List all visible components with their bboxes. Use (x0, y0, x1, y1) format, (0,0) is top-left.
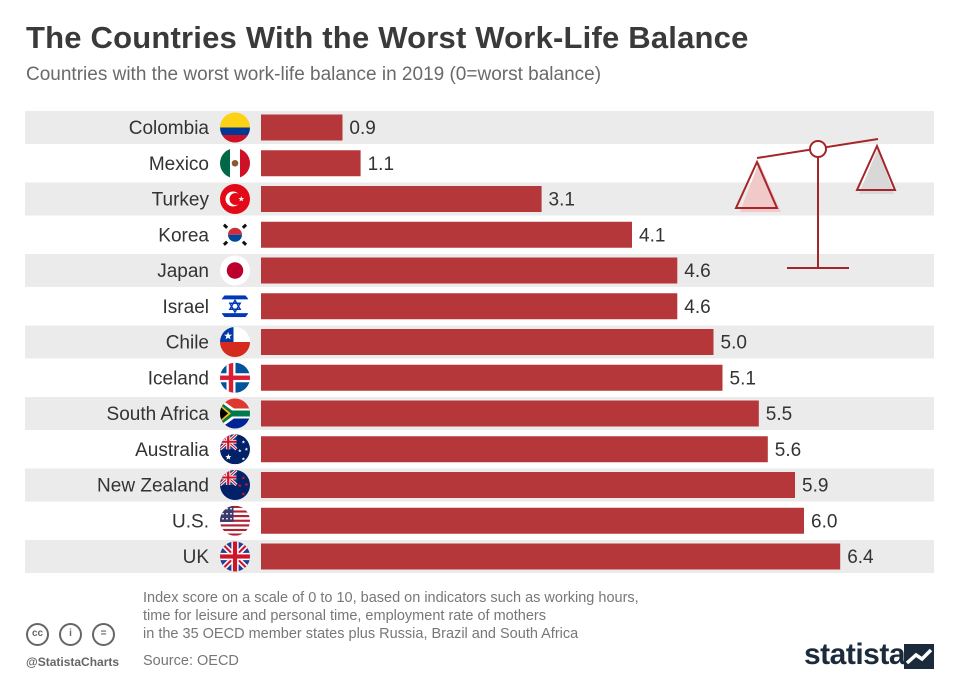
turkey-flag-icon (220, 184, 250, 214)
category-labels: Colombia Mexico Turkey Korea Japan Israel Chil… (97, 118, 209, 568)
bar-japan (261, 257, 678, 284)
footnote-line: in the 35 OECD member states plus Russia… (143, 626, 579, 642)
category-label: Colombia (129, 118, 210, 139)
bar-mexico (261, 150, 361, 177)
bar-israel (261, 293, 678, 320)
japan-flag-icon (220, 255, 250, 286)
scale-icon (734, 138, 897, 269)
statista-logo-icon (904, 644, 934, 669)
by-icon: i (59, 623, 82, 646)
bars (261, 114, 841, 570)
australia-flag-icon (220, 434, 250, 465)
category-label: Israel (163, 297, 209, 318)
value-label: 4.6 (684, 297, 710, 318)
footnote: Index score on a scale of 0 to 10, based… (143, 589, 763, 643)
bar-uk (261, 543, 841, 570)
statista-logo: statista (804, 638, 906, 671)
value-label: 6.0 (811, 511, 837, 532)
source-text: Source: OECD (143, 653, 239, 669)
cc-icon: cc (26, 623, 49, 646)
value-labels: 0.9 1.1 3.1 4.1 4.6 4.6 5.0 5.1 5.5 5.65.9 6.0 6.4 (349, 118, 874, 568)
value-label: 0.9 (349, 118, 375, 139)
colombia-flag-icon (220, 112, 250, 143)
category-label: Australia (135, 440, 209, 461)
value-label: 1.1 (368, 154, 394, 175)
category-label: Turkey (152, 190, 210, 211)
value-label: 5.6 (775, 440, 801, 461)
value-label: 5.9 (802, 476, 828, 497)
value-label: 6.4 (847, 547, 874, 568)
category-label: Mexico (149, 154, 209, 175)
iceland-flag-icon (220, 362, 250, 393)
chile-flag-icon (220, 327, 250, 357)
chart-subtitle: Countries with the worst work-life balan… (26, 64, 602, 85)
bar-new-zealand (261, 472, 795, 498)
bar-turkey (261, 186, 542, 212)
category-label: Japan (157, 261, 209, 282)
category-label: U.S. (172, 511, 209, 532)
korea-flag-icon (220, 219, 250, 250)
south-africa-flag-icon (220, 398, 250, 429)
category-label: Iceland (148, 368, 209, 389)
bar-iceland (261, 364, 723, 391)
value-label: 4.6 (684, 261, 710, 282)
mexico-flag-icon (220, 148, 250, 179)
value-label: 5.1 (730, 368, 756, 389)
new-zealand-flag-icon (220, 470, 250, 500)
twitter-handle: @StatistaCharts (26, 655, 120, 669)
bar-colombia (261, 114, 343, 141)
flags (220, 112, 250, 572)
category-label: South Africa (107, 404, 210, 425)
bar-u-s- (261, 507, 804, 534)
footnote-line: Index score on a scale of 0 to 10, based… (143, 590, 639, 606)
value-label: 3.1 (549, 190, 575, 211)
nd-icon: = (92, 623, 115, 646)
bar-korea (261, 221, 632, 248)
value-label: 5.0 (721, 333, 747, 354)
category-label: Korea (158, 225, 209, 246)
bar-south-africa (261, 400, 759, 427)
value-label: 4.1 (639, 225, 665, 246)
row-stripe (25, 111, 934, 144)
chart-title: The Countries With the Worst Work-Life B… (26, 20, 749, 55)
category-label: New Zealand (97, 476, 209, 497)
value-label: 5.5 (766, 404, 792, 425)
category-label: Chile (166, 333, 209, 354)
us-flag-icon (220, 505, 250, 536)
bar-australia (261, 436, 768, 463)
uk-flag-icon (220, 541, 250, 572)
israel-flag-icon (220, 291, 250, 322)
footnote-line: time for leisure and personal time, empl… (143, 608, 546, 624)
category-label: UK (183, 547, 210, 568)
bar-chile (261, 329, 714, 355)
